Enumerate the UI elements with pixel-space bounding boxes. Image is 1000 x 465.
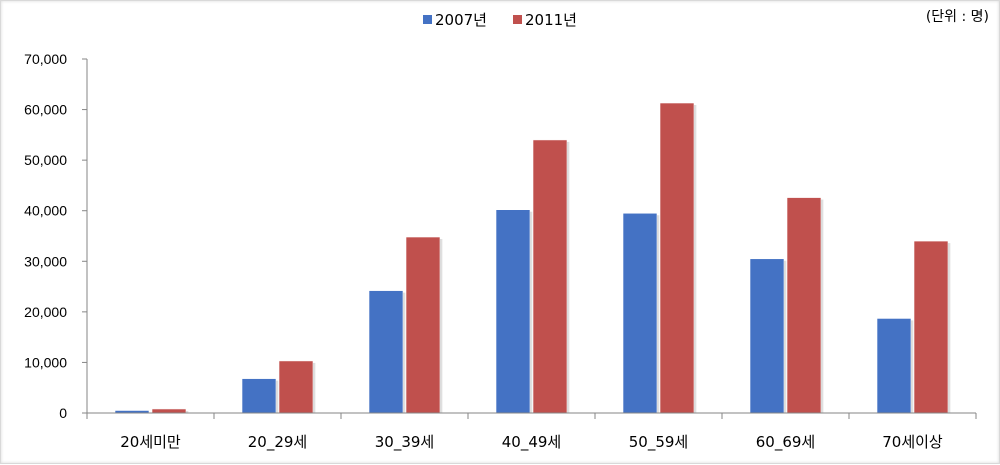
bar [532,139,568,414]
legend-swatch [423,15,432,24]
bar-shadow [403,292,406,413]
unit-label: (단위 : 명) [926,9,989,25]
bar [876,318,912,414]
y-tick-label: 10,000 [24,354,67,370]
bar-shadow [440,239,443,413]
bar-shadow [694,104,697,414]
bar [151,408,187,414]
x-tick-label: 20_29세 [248,433,307,452]
bars [114,102,951,414]
bar-shadow [784,260,787,413]
bar-shadow [657,215,660,413]
bar-shadow [276,380,279,413]
x-axis: 20세미만 20_29세 30_39세 40_49세 50_59세 60_69세 70세이상 [86,412,977,452]
legend-label: 2011년 [525,11,577,29]
bar [659,102,695,414]
y-tick-label: 60,000 [24,102,67,118]
legend: 2007년 2011년 [423,11,577,29]
bar-shadow [911,320,914,413]
y-tick-label: 30,000 [24,253,67,269]
bar-shadow [313,362,316,413]
y-tick-label: 50,000 [24,152,67,168]
x-tick-label: 70세이상 [882,433,943,451]
bar-shadow [567,141,570,413]
x-tick-label: 30_39세 [375,433,434,452]
x-tick-label: 50_59세 [629,433,688,452]
bar [913,240,949,414]
bar-shadow [530,211,533,413]
bar [405,236,441,414]
legend-swatch [513,15,522,24]
bar [786,197,822,414]
x-tick-label: 60_69세 [756,433,815,452]
bar-shadow [186,410,189,413]
y-tick-label: 0 [59,405,67,421]
legend-label: 2007년 [435,11,487,29]
x-tick-label: 20세미만 [120,433,181,451]
bar [495,209,531,414]
x-tick-label: 40_49세 [502,433,561,452]
bar [749,258,785,414]
bar-shadow [821,199,824,413]
bar [241,378,277,414]
bar-shadow [948,243,951,413]
y-tick-label: 20,000 [24,304,67,320]
bar [368,290,404,414]
bar [278,360,314,414]
y-axis: 0 10,000 20,000 30,000 40,000 50,000 60,000 70,… [24,51,88,421]
y-tick-label: 70,000 [24,51,67,67]
bar [622,212,658,414]
y-tick-label: 40,000 [24,203,67,219]
